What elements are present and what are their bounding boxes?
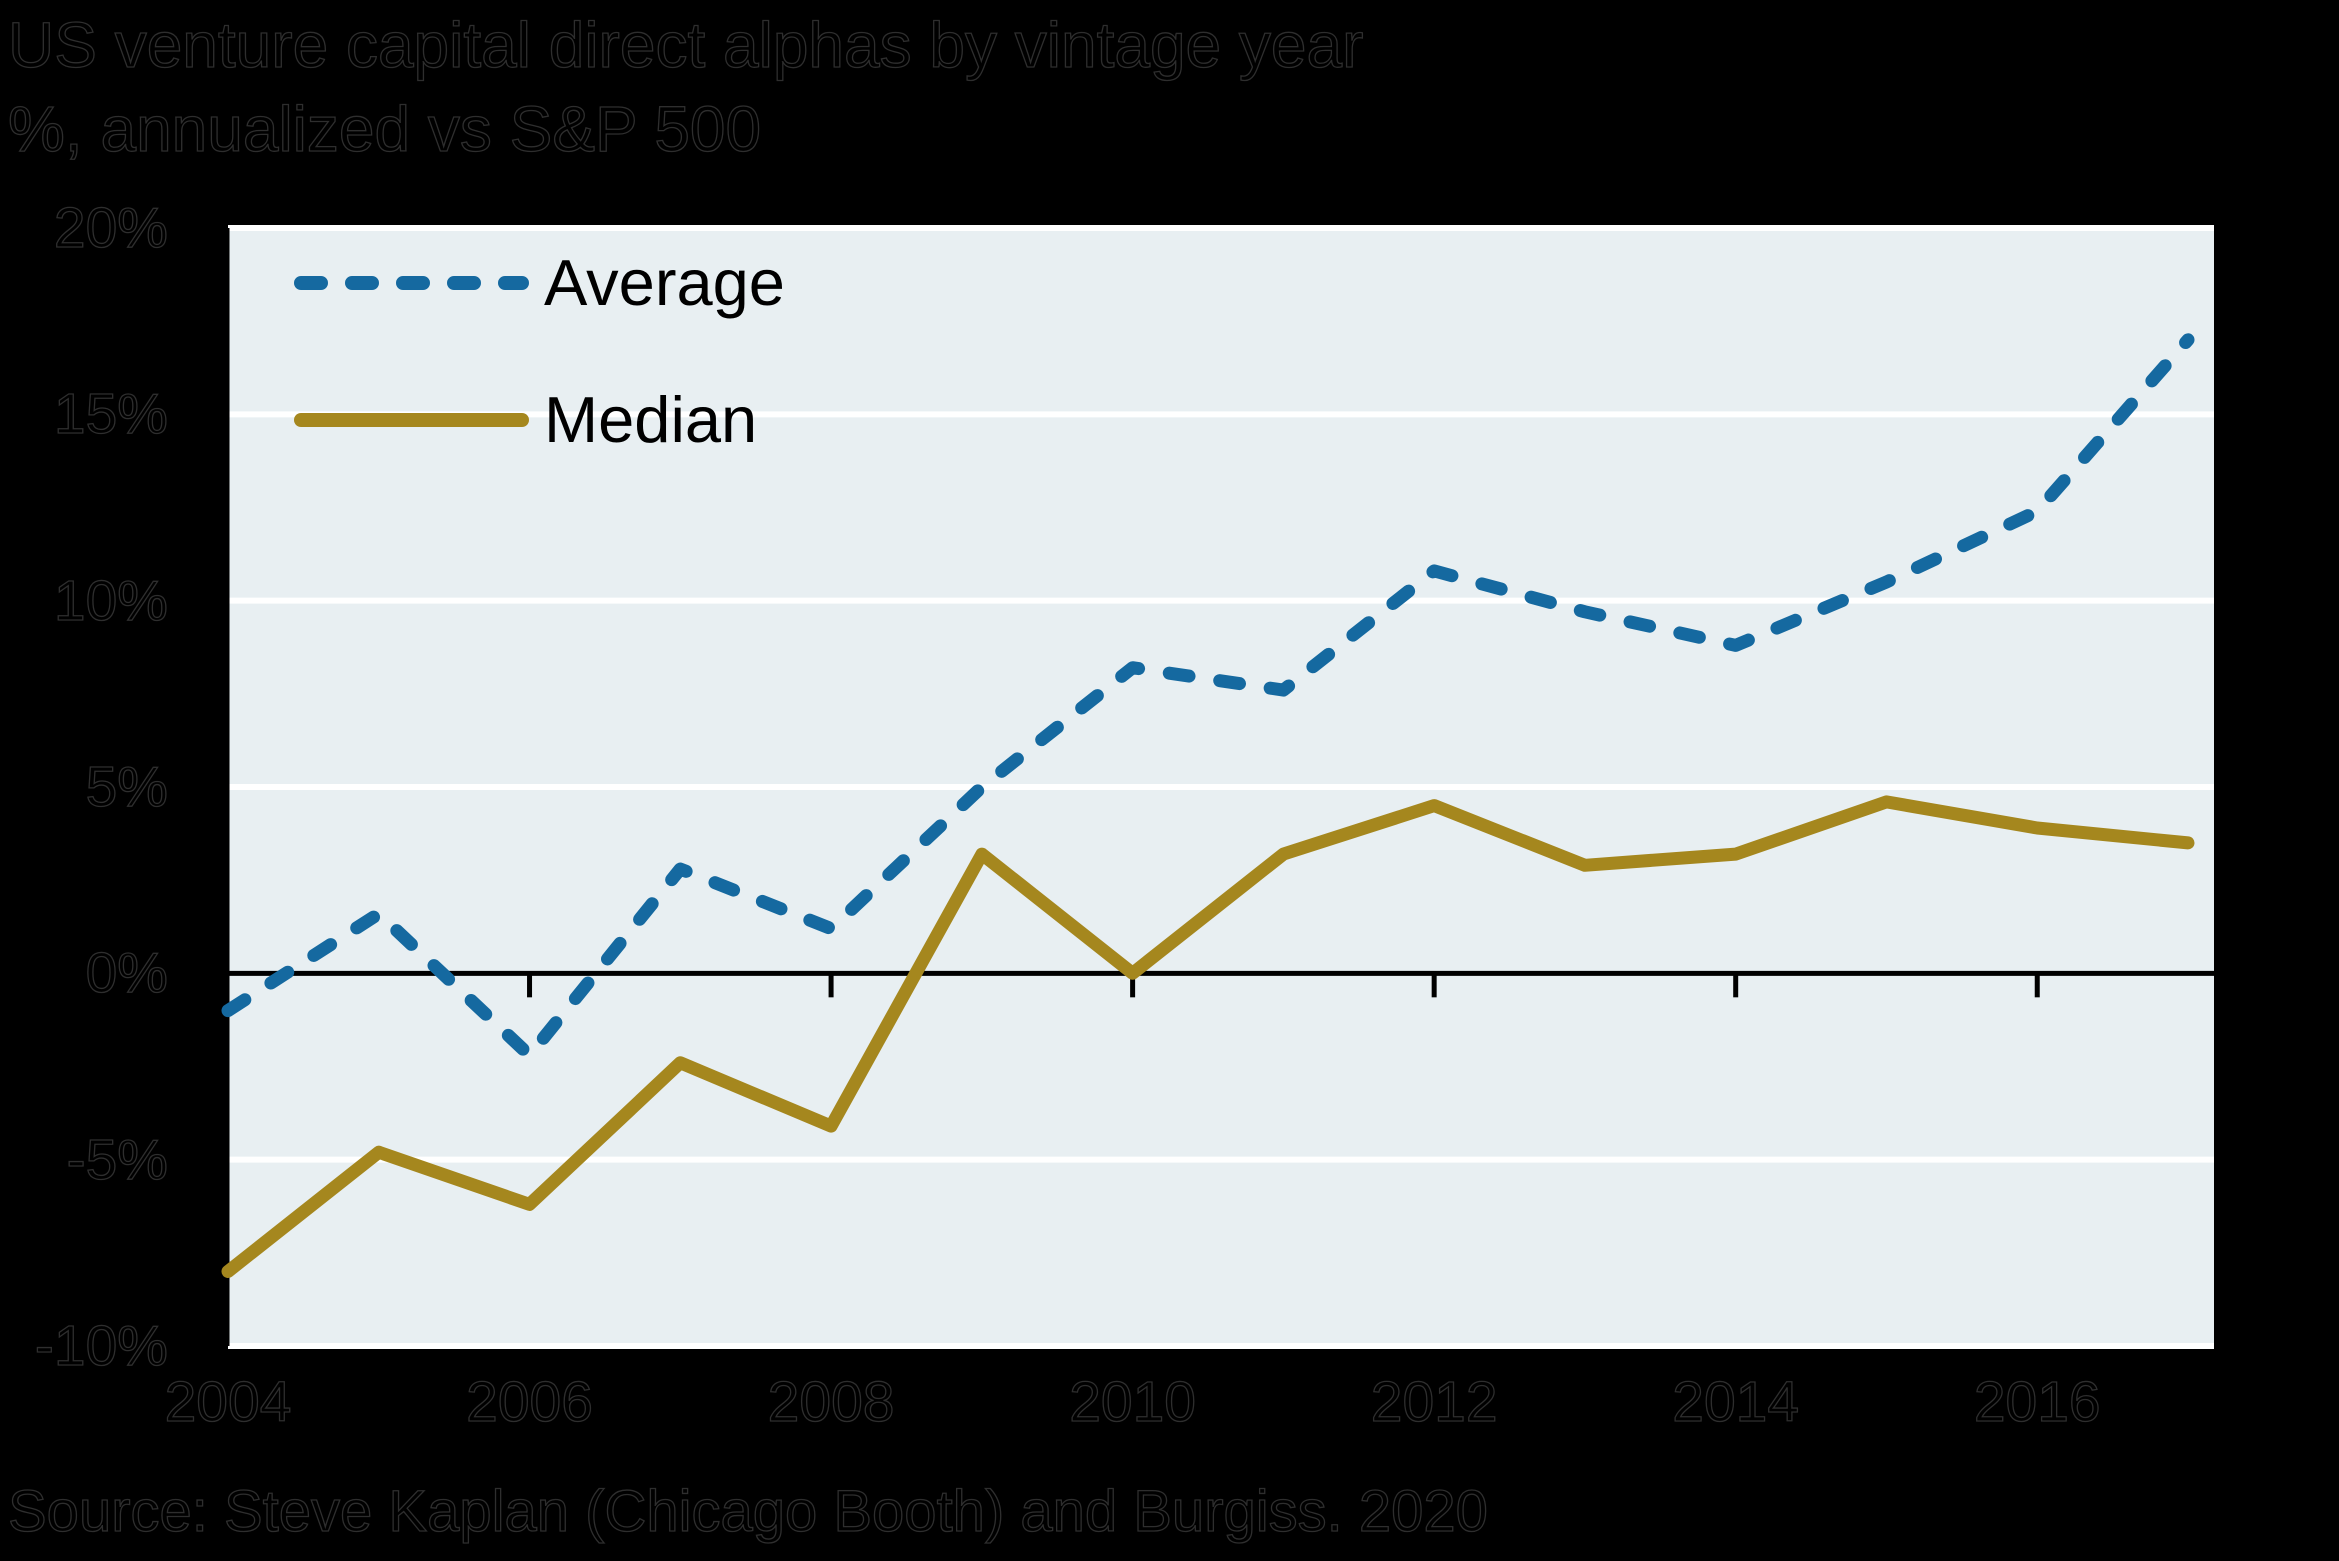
x-axis-label-2016: 2016 xyxy=(1973,1370,2101,1434)
x-axis-label-2014: 2014 xyxy=(1672,1370,1800,1434)
x-axis-label-2008: 2008 xyxy=(767,1370,895,1434)
y-axis-label-20: 20% xyxy=(53,196,168,260)
legend-label-median: Median xyxy=(544,383,758,456)
x-axis-label-2010: 2010 xyxy=(1069,1370,1197,1434)
chart-title: US venture capital direct alphas by vint… xyxy=(7,9,1364,81)
y-axis-label--5: -5% xyxy=(66,1127,169,1192)
x-axis-label-2006: 2006 xyxy=(465,1370,593,1434)
y-axis-label-10: 10% xyxy=(53,568,168,633)
legend-label-average: Average xyxy=(544,246,785,319)
x-axis-label-2004: 2004 xyxy=(164,1370,292,1434)
series-line-median xyxy=(221,795,2195,1278)
series-line-average xyxy=(221,333,2195,1062)
y-axis-label-15: 15% xyxy=(53,382,168,447)
y-axis-label-0: 0% xyxy=(85,941,169,1006)
y-axis-label-5: 5% xyxy=(85,755,169,819)
x-axis-label-2012: 2012 xyxy=(1370,1370,1498,1434)
y-axis-label--10: -10% xyxy=(34,1314,168,1378)
chart-subtitle: %, annualized vs S&P 500 xyxy=(7,93,762,165)
source-note: Source: Steve Kaplan (Chicago Booth) and… xyxy=(7,1478,1488,1544)
